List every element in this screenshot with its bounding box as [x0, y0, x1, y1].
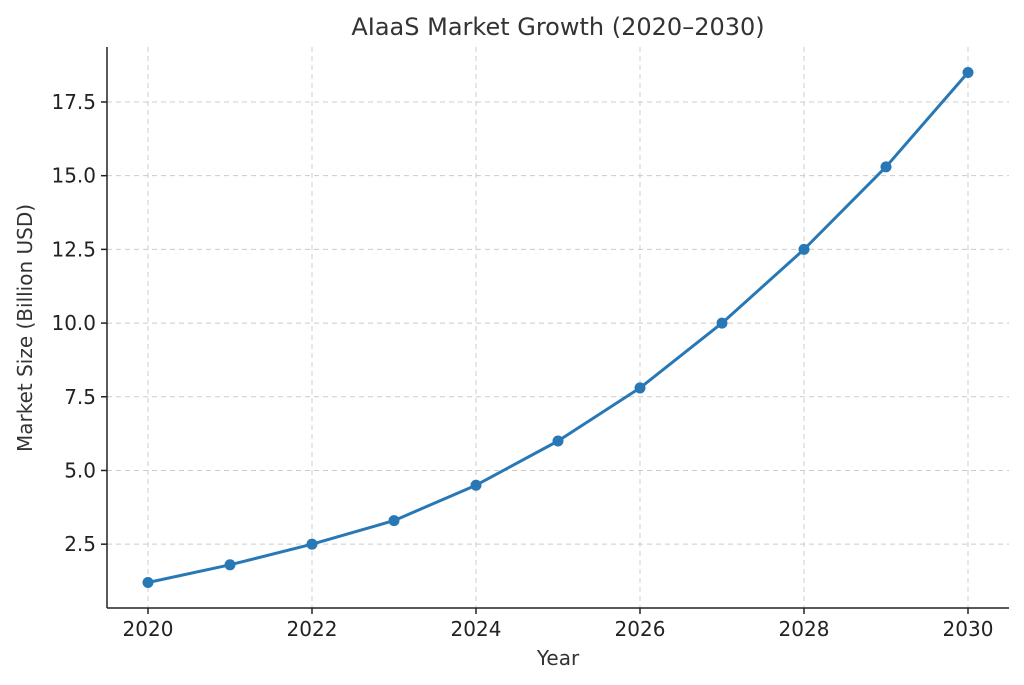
data-point	[634, 382, 646, 394]
y-tick-label: 17.5	[51, 90, 96, 114]
grid	[107, 47, 1009, 608]
y-tick-label: 10.0	[51, 311, 96, 335]
y-tick-label: 12.5	[51, 237, 96, 261]
chart-title: AIaaS Market Growth (2020–2030)	[351, 13, 764, 41]
x-tick-label: 2024	[451, 617, 502, 641]
data-point	[224, 559, 236, 571]
data-point	[470, 479, 482, 491]
data-point	[552, 435, 564, 447]
data-point	[388, 515, 400, 527]
y-tick-label: 7.5	[64, 385, 96, 409]
x-ticks: 2020 2022 2024 2026 2028 2030	[123, 608, 994, 641]
y-tick-label: 2.5	[64, 532, 96, 556]
y-ticks: 2.5 5.0 7.5 10.0 12.5 15.0 17.5	[51, 90, 107, 556]
data-point	[798, 243, 810, 255]
data-point	[880, 161, 892, 173]
series-line	[146, 71, 970, 584]
axes	[106, 47, 1009, 609]
data-point	[306, 538, 318, 550]
y-tick-label: 5.0	[64, 458, 96, 482]
y-axis-label: Market Size (Billion USD)	[13, 204, 37, 452]
x-tick-label: 2026	[615, 617, 666, 641]
data-point	[716, 317, 728, 329]
series-layer	[142, 67, 974, 588]
x-tick-label: 2020	[123, 617, 174, 641]
x-axis-label: Year	[536, 646, 580, 670]
data-point	[962, 67, 974, 78]
x-tick-label: 2022	[287, 617, 338, 641]
y-tick-label: 15.0	[51, 164, 96, 188]
data-point	[142, 577, 154, 588]
x-tick-label: 2030	[943, 617, 994, 641]
x-tick-label: 2028	[779, 617, 830, 641]
